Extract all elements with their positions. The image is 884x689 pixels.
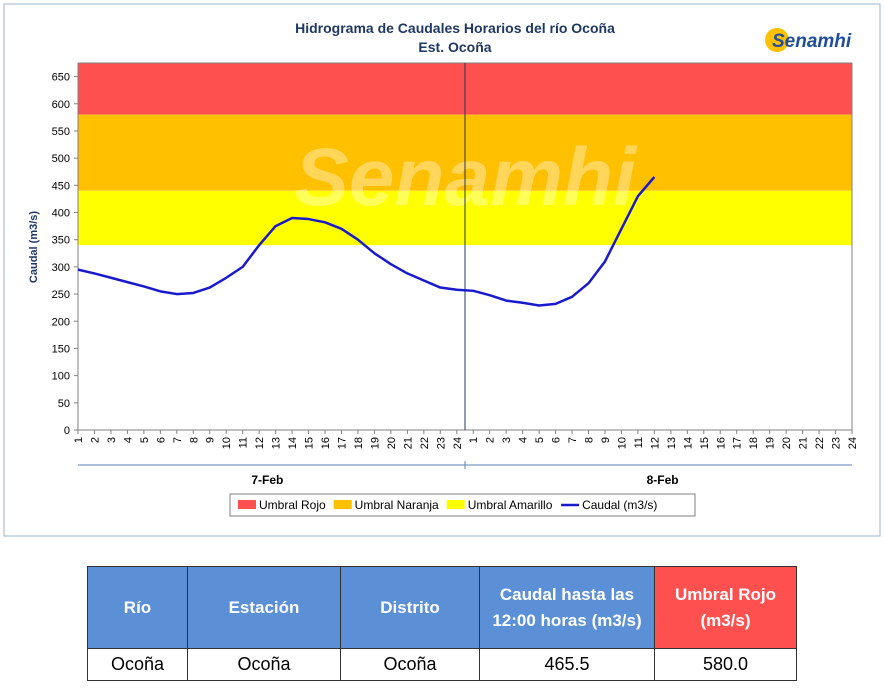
summary-table: Río Estación Distrito Caudal hasta las 1… [87, 566, 797, 681]
table-header: Río Estación Distrito Caudal hasta las 1… [87, 566, 797, 649]
x-tick-label: 18 [353, 437, 365, 449]
x-tick-label: 5 [139, 437, 151, 443]
x-tick-label: 11 [238, 437, 250, 448]
x-tick-label: 15 [304, 437, 316, 449]
legend-label: Umbral Naranja [355, 498, 439, 512]
x-tick-label: 11 [633, 437, 645, 448]
x-tick-label: 7 [567, 437, 579, 443]
x-tick-label: 17 [732, 437, 744, 449]
x-tick-label: 19 [765, 437, 777, 449]
x-tick-label: 5 [534, 437, 546, 443]
x-tick-label: 4 [122, 437, 134, 443]
x-tick-label: 13 [271, 437, 283, 449]
x-tick-label: 23 [435, 437, 447, 449]
x-tick-label: 12 [254, 437, 266, 449]
x-tick-label: 2 [485, 437, 497, 443]
x-tick-label: 16 [320, 437, 332, 449]
x-tick-label: 16 [715, 437, 727, 449]
x-tick-label: 14 [682, 437, 694, 449]
legend-swatch [333, 500, 352, 509]
line-series [77, 176, 656, 307]
y-tick-label: 200 [52, 316, 70, 328]
y-tick-label: 0 [64, 425, 70, 437]
legend-label: Umbral Amarillo [468, 498, 553, 512]
x-tick-label: 19 [369, 437, 381, 449]
chart-subtitle: Est. Ocoña [418, 39, 491, 55]
y-tick-label: 50 [58, 398, 70, 410]
x-tick-label: 24 [452, 437, 464, 449]
x-tick-label: 6 [551, 437, 563, 443]
y-tick-label: 100 [52, 371, 70, 383]
y-tick-label: 400 [52, 208, 70, 220]
y-tick-label: 500 [52, 153, 70, 165]
chart-title: Hidrograma de Caudales Horarios del río … [295, 20, 615, 36]
x-tick-label: 23 [831, 437, 843, 449]
watermark: Senamhi [294, 132, 638, 223]
logo-sun [765, 28, 789, 52]
header-cell: Estación [187, 566, 341, 649]
x-tick-label: 9 [600, 437, 612, 443]
x-tick-label: 15 [699, 437, 711, 449]
y-tick-label: 650 [52, 72, 70, 84]
x-tick-label: 10 [616, 437, 628, 449]
x-tick-label: 8 [584, 437, 596, 443]
legend-label: Caudal (m3/s) [582, 498, 657, 512]
cell: Ocoña [87, 648, 188, 681]
cell: 580.0 [654, 648, 797, 681]
cell: Ocoña [187, 648, 341, 681]
x-tick-label: 7 [172, 437, 184, 443]
y-tick-label: 300 [52, 262, 70, 274]
x-tick-label: 21 [402, 437, 414, 449]
legend: Umbral Rojo Umbral Naranja Umbral Amarillo… [229, 493, 696, 517]
chart: Hidrograma de Caudales Horarios del río … [3, 3, 881, 537]
group-label: 7-Feb [251, 473, 283, 487]
x-tick-label: 6 [155, 437, 167, 443]
legend-label: Umbral Rojo [259, 498, 326, 512]
y-tick-label: 600 [52, 99, 70, 111]
x-tick-label: 20 [386, 437, 398, 449]
y-tick-label: 150 [52, 343, 70, 355]
x-tick-label: 20 [781, 437, 793, 449]
x-tick-label: 17 [336, 437, 348, 449]
header-cell: Distrito [340, 566, 480, 649]
y-axis-label: Caudal (m3/s) [28, 211, 40, 283]
legend-swatch [238, 500, 256, 509]
x-tick-label: 1 [468, 437, 480, 443]
cell: 465.5 [479, 648, 655, 681]
x-tick-label: 22 [814, 437, 826, 449]
cell: Ocoña [340, 648, 480, 681]
x-tick-label: 9 [205, 437, 217, 443]
x-tick-label: 14 [287, 437, 299, 449]
x-tick-label: 1 [73, 437, 85, 443]
x-tick-label: 3 [106, 437, 118, 443]
header-cell: Caudal hasta las 12:00 horas (m3/s) [479, 566, 655, 649]
x-tick-label: 21 [798, 437, 810, 449]
y-tick-label: 350 [52, 235, 70, 247]
x-tick-label: 24 [847, 437, 859, 449]
x-tick-label: 8 [188, 437, 200, 443]
x-tick-label: 18 [748, 437, 760, 449]
x-tick-label: 4 [518, 437, 530, 443]
header-cell: Río [87, 566, 188, 649]
logo: Senamhi [772, 31, 852, 52]
y-tick-label: 550 [52, 126, 70, 138]
table-row: Ocoña Ocoña Ocoña 465.5 580.0 [87, 648, 797, 681]
group-label: 8-Feb [647, 473, 679, 487]
x-tick-label: 22 [419, 437, 431, 449]
x-tick-label: 3 [501, 437, 513, 443]
x-tick-label: 12 [649, 437, 661, 449]
header-cell: Umbral Rojo (m3/s) [654, 566, 797, 649]
y-tick-label: 450 [52, 180, 70, 192]
x-tick-label: 10 [221, 437, 233, 449]
x-tick-label: 13 [666, 437, 678, 449]
y-tick-label: 250 [52, 289, 70, 301]
x-tick-label: 2 [89, 437, 101, 443]
legend-swatch [446, 500, 465, 509]
